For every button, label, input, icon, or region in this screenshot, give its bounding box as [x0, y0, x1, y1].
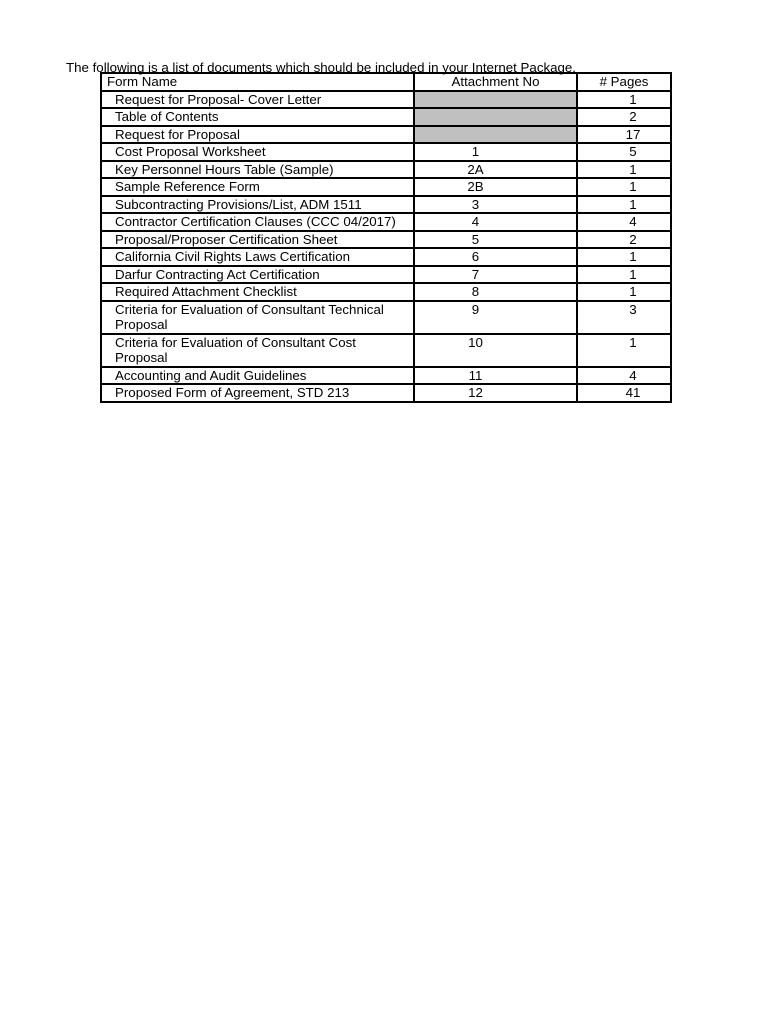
intro-text: The following is a list of documents whi…	[66, 60, 577, 76]
form-name-cell: Contractor Certification Clauses (CCC 04…	[100, 212, 415, 232]
attachment-no-cell	[413, 124, 578, 144]
pages-cell: 4	[576, 365, 672, 385]
table-row: Request for Proposal- Cover Letter 1	[100, 89, 672, 109]
form-name-cell: Table of Contents	[100, 107, 415, 127]
form-name-cell: Criteria for Evaluation of Consultant Co…	[100, 332, 415, 368]
pages-cell: 2	[576, 229, 672, 249]
attachment-no-cell	[413, 107, 578, 127]
pages-cell: 1	[576, 247, 672, 267]
pages-cell: 4	[576, 212, 672, 232]
form-name-cell: Cost Proposal Worksheet	[100, 142, 415, 162]
form-name-cell: Sample Reference Form	[100, 177, 415, 197]
form-name-cell: Required Attachment Checklist	[100, 282, 415, 302]
form-name-cell: California Civil Rights Laws Certificati…	[100, 247, 415, 267]
form-name-cell: Proposed Form of Agreement, STD 213	[100, 383, 415, 403]
table-row: Required Attachment Checklist 8 1	[100, 282, 672, 302]
table-row: Proposal/Proposer Certification Sheet 5 …	[100, 229, 672, 249]
form-name-cell: Request for Proposal- Cover Letter	[100, 89, 415, 109]
table-row: Contractor Certification Clauses (CCC 04…	[100, 212, 672, 232]
table-row: Cost Proposal Worksheet 1 5	[100, 142, 672, 162]
form-name-cell: Subcontracting Provisions/List, ADM 1511	[100, 194, 415, 214]
table-row: Criteria for Evaluation of Consultant Co…	[100, 332, 672, 368]
table-row: Subcontracting Provisions/List, ADM 1511…	[100, 194, 672, 214]
form-name-cell: Key Personnel Hours Table (Sample)	[100, 159, 415, 179]
table-row: Sample Reference Form 2B 1	[100, 177, 672, 197]
table-row: Accounting and Audit Guidelines 11 4	[100, 365, 672, 385]
pages-cell: 17	[576, 124, 672, 144]
table-header-row: Form Name Attachment No # Pages	[100, 72, 672, 92]
column-header-form-name: Form Name	[100, 72, 415, 92]
table-row: Proposed Form of Agreement, STD 213 12 4…	[100, 383, 672, 403]
form-name-cell: Request for Proposal	[100, 124, 415, 144]
pages-cell: 1	[576, 264, 672, 284]
attachment-no-cell: 7	[413, 264, 578, 284]
attachment-no-cell: 12	[413, 383, 578, 403]
pages-cell: 1	[576, 177, 672, 197]
table-row: Key Personnel Hours Table (Sample) 2A 1	[100, 159, 672, 179]
attachment-no-cell: 6	[413, 247, 578, 267]
table-row: Darfur Contracting Act Certification 7 1	[100, 264, 672, 284]
table-row: Table of Contents 2	[100, 107, 672, 127]
attachment-no-cell: 1	[413, 142, 578, 162]
attachment-no-cell: 2A	[413, 159, 578, 179]
table-row: Criteria for Evaluation of Consultant Te…	[100, 299, 672, 335]
pages-cell: 1	[576, 159, 672, 179]
attachment-no-cell: 8	[413, 282, 578, 302]
pages-cell: 3	[576, 299, 672, 335]
attachment-no-cell: 11	[413, 365, 578, 385]
attachment-no-cell: 9	[413, 299, 578, 335]
column-header-attachment-no: Attachment No	[413, 72, 578, 92]
documents-table: Form Name Attachment No # Pages Request …	[100, 72, 672, 403]
attachment-no-cell: 2B	[413, 177, 578, 197]
attachment-no-cell: 3	[413, 194, 578, 214]
pages-cell: 1	[576, 332, 672, 368]
attachment-no-cell: 10	[413, 332, 578, 368]
pages-cell: 1	[576, 282, 672, 302]
pages-cell: 5	[576, 142, 672, 162]
form-name-cell: Accounting and Audit Guidelines	[100, 365, 415, 385]
table-row: California Civil Rights Laws Certificati…	[100, 247, 672, 267]
attachment-no-cell: 4	[413, 212, 578, 232]
attachment-no-cell: 5	[413, 229, 578, 249]
pages-cell: 1	[576, 89, 672, 109]
attachment-no-cell	[413, 89, 578, 109]
form-name-cell: Proposal/Proposer Certification Sheet	[100, 229, 415, 249]
table-row: Request for Proposal 17	[100, 124, 672, 144]
pages-cell: 1	[576, 194, 672, 214]
pages-cell: 41	[576, 383, 672, 403]
pages-cell: 2	[576, 107, 672, 127]
form-name-cell: Darfur Contracting Act Certification	[100, 264, 415, 284]
form-name-cell: Criteria for Evaluation of Consultant Te…	[100, 299, 415, 335]
column-header-pages: # Pages	[576, 72, 672, 92]
